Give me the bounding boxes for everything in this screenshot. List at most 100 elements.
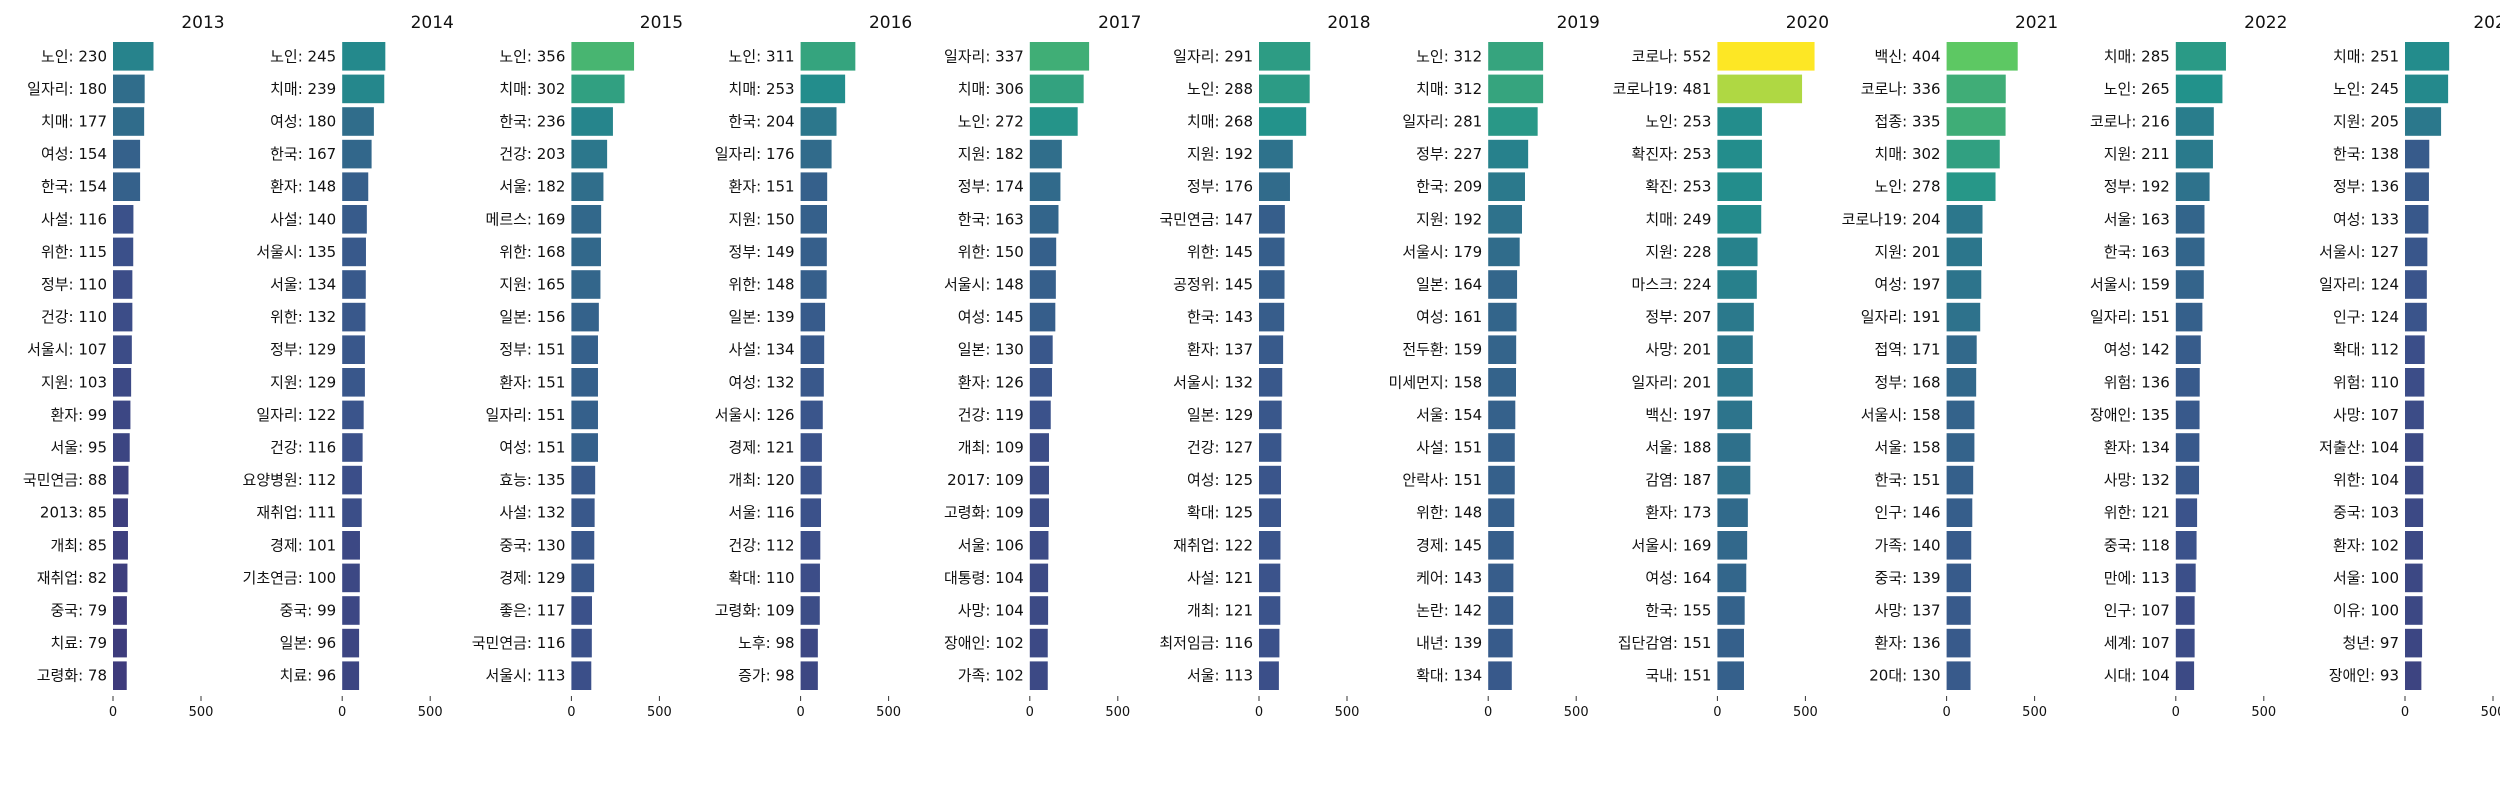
panel-title: 2015 bbox=[640, 13, 683, 33]
bar bbox=[571, 335, 598, 364]
bar bbox=[1717, 42, 1814, 71]
bar bbox=[1259, 661, 1279, 690]
bar-label: 노인: 311 bbox=[729, 47, 795, 65]
bar-label: 치매: 177 bbox=[41, 113, 107, 131]
bar-label: 환자: 134 bbox=[2104, 439, 2170, 457]
bar-label: 증가: 98 bbox=[738, 667, 795, 685]
bar-label: 위한: 132 bbox=[270, 308, 336, 326]
bar-label: 여성: 197 bbox=[1875, 276, 1941, 294]
bar bbox=[801, 238, 827, 267]
bar-label: 정부: 227 bbox=[1416, 145, 1482, 163]
bar bbox=[1947, 531, 1972, 560]
bar bbox=[342, 466, 362, 495]
bar bbox=[801, 629, 818, 658]
bar-label: 한국: 209 bbox=[1416, 178, 1482, 196]
bar-label: 한국: 163 bbox=[958, 210, 1024, 228]
bar-label: 청년: 97 bbox=[2342, 634, 2399, 652]
bar-label: 마스크: 224 bbox=[1632, 276, 1712, 294]
bar bbox=[801, 401, 823, 430]
bar bbox=[801, 75, 846, 104]
bar-label: 서울시: 179 bbox=[1402, 243, 1482, 261]
bar-label: 지원: 182 bbox=[958, 145, 1024, 163]
bar bbox=[342, 140, 371, 169]
bar bbox=[1259, 205, 1285, 234]
bar bbox=[1259, 42, 1310, 71]
bar bbox=[1259, 596, 1280, 625]
bar bbox=[571, 238, 601, 267]
bar-label: 노인: 356 bbox=[499, 47, 565, 65]
bar-label: 위한: 148 bbox=[729, 276, 795, 294]
bar bbox=[1947, 498, 1973, 527]
bar-label: 확대: 112 bbox=[2333, 341, 2399, 359]
bar-label: 저출산: 104 bbox=[2319, 439, 2399, 457]
bar-label: 인구: 124 bbox=[2333, 308, 2399, 326]
bar bbox=[1488, 466, 1515, 495]
bar bbox=[1030, 335, 1053, 364]
bar-label: 일자리: 151 bbox=[2090, 308, 2170, 326]
bar-label: 서울시: 107 bbox=[27, 341, 107, 359]
bar-label: 서울시: 148 bbox=[944, 276, 1024, 294]
bar-label: 일본: 139 bbox=[729, 308, 795, 326]
bar-label: 치매: 306 bbox=[958, 80, 1024, 98]
bar-label: 지원: 205 bbox=[2333, 113, 2399, 131]
bar-label: 노인: 265 bbox=[2104, 80, 2170, 98]
bar-label: 정부: 136 bbox=[2333, 178, 2399, 196]
bar-label: 개최: 109 bbox=[958, 439, 1024, 457]
bar-label: 코로나: 216 bbox=[2090, 113, 2170, 131]
bar-label: 서울: 100 bbox=[2333, 569, 2399, 587]
bar bbox=[801, 368, 824, 397]
bar bbox=[113, 368, 131, 397]
bar bbox=[801, 466, 822, 495]
bar bbox=[1947, 140, 2000, 169]
bar-label: 사망: 132 bbox=[2104, 471, 2170, 489]
panel-2019: 2019 노인: 312 치매: 312 일자리: 281 정부: 227 한국: 209… bbox=[1389, 13, 1600, 720]
bar-label: 여성: 142 bbox=[2104, 341, 2170, 359]
bar bbox=[2176, 661, 2194, 690]
bar bbox=[1030, 661, 1048, 690]
bar bbox=[2405, 172, 2429, 201]
x-tick-label: 500 bbox=[1335, 705, 1360, 720]
bar bbox=[342, 107, 374, 136]
bar bbox=[1259, 401, 1282, 430]
bar bbox=[1488, 140, 1528, 169]
bar-label: 고령화: 109 bbox=[715, 602, 795, 620]
bar bbox=[2176, 531, 2197, 560]
bar-label: 치매: 302 bbox=[1875, 145, 1941, 163]
bar-label: 노인: 272 bbox=[958, 113, 1024, 131]
bar-label: 서울시: 158 bbox=[1861, 406, 1941, 424]
bar bbox=[1030, 75, 1084, 104]
bar bbox=[1488, 335, 1516, 364]
x-tick-label: 500 bbox=[2251, 705, 2276, 720]
bar-label: 이유: 100 bbox=[2333, 602, 2399, 620]
bar bbox=[342, 368, 365, 397]
bar-label: 확대: 134 bbox=[1416, 667, 1482, 685]
bar-label: 노인: 312 bbox=[1416, 47, 1482, 65]
bar bbox=[801, 433, 822, 462]
bar bbox=[571, 205, 601, 234]
panel-2013: 2013 노인: 230 일자리: 180 치매: 177 여성: 154 한국: 154… bbox=[23, 13, 225, 720]
x-tick-label: 500 bbox=[876, 705, 901, 720]
bar-label: 환자: 151 bbox=[729, 178, 795, 196]
bar-label: 경제: 129 bbox=[499, 569, 565, 587]
bar-label: 서울시: 159 bbox=[2090, 276, 2170, 294]
bar-label: 가족: 140 bbox=[1875, 536, 1941, 554]
bar-label: 건강: 110 bbox=[41, 308, 107, 326]
bar-label: 안락사: 151 bbox=[1402, 471, 1482, 489]
bar bbox=[801, 564, 820, 593]
bar-label: 국민연금: 88 bbox=[23, 471, 107, 489]
bar bbox=[1488, 401, 1515, 430]
bar bbox=[2405, 368, 2424, 397]
bar bbox=[1259, 564, 1280, 593]
bar-label: 치매: 253 bbox=[729, 80, 795, 98]
bar bbox=[1030, 433, 1049, 462]
bar-label: 일자리: 122 bbox=[256, 406, 336, 424]
panel-title: 2019 bbox=[1557, 13, 1600, 33]
bar bbox=[2405, 238, 2427, 267]
bar bbox=[113, 172, 140, 201]
bar-label: 정부: 168 bbox=[1875, 373, 1941, 391]
bar bbox=[571, 629, 591, 658]
panel-2014: 2014 노인: 245 치매: 239 여성: 180 한국: 167 환자: 148 사… bbox=[243, 13, 454, 720]
bar bbox=[1259, 140, 1293, 169]
bar-label: 코로나19: 481 bbox=[1612, 80, 1711, 98]
bar bbox=[1717, 75, 1802, 104]
